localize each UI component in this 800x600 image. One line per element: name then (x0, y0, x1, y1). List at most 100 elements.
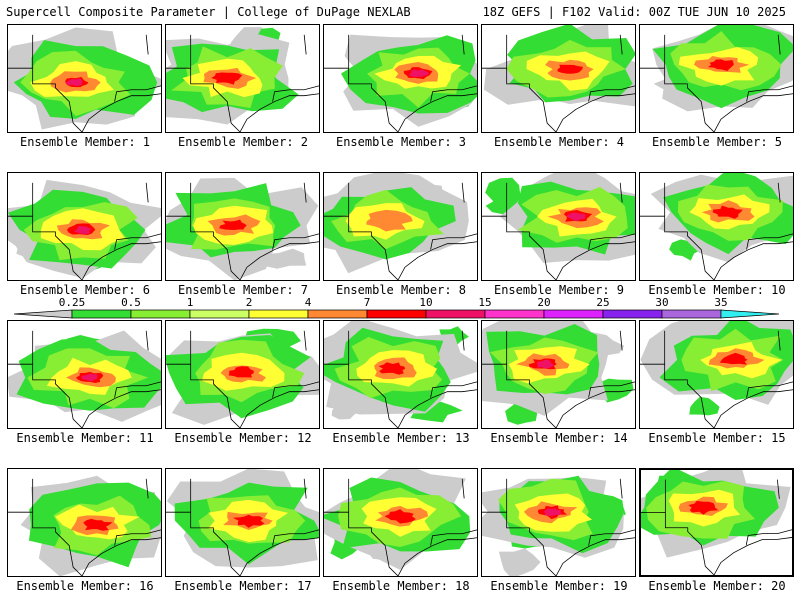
ensemble-member-map[interactable] (481, 172, 636, 281)
ensemble-member-map[interactable] (323, 468, 478, 577)
ensemble-member-map[interactable] (323, 172, 478, 281)
scp-contour (378, 362, 406, 375)
map-boundary-line (713, 93, 793, 132)
map-boundary-line (397, 93, 477, 132)
map-boundary-line (81, 93, 161, 132)
ensemble-member-map[interactable] (165, 320, 320, 429)
map-boundary-line (555, 537, 635, 576)
legend-swatch (71, 309, 132, 319)
map-boundary-line (166, 511, 241, 576)
map-canvas (8, 27, 161, 132)
ensemble-member-label: Ensemble Member: 2 (177, 135, 309, 149)
map-canvas (482, 173, 635, 280)
map-boundary-line (145, 330, 149, 351)
ensemble-member-map[interactable] (323, 24, 478, 133)
map-boundary-line (8, 363, 83, 428)
map-boundary-line (81, 241, 161, 280)
map-boundary-line (555, 241, 635, 280)
map-boundary-line (8, 511, 83, 576)
ensemble-member-map[interactable] (481, 468, 636, 577)
ensemble-member-label: Ensemble Member: 13 (332, 431, 470, 445)
ensemble-member-map[interactable] (165, 24, 320, 133)
ensemble-member-map[interactable] (639, 320, 794, 429)
legend-tick-label: 15 (478, 296, 492, 309)
map-boundary-line (166, 215, 241, 280)
legend-tick-label: 35 (714, 296, 728, 309)
map-canvas (640, 173, 793, 280)
map-boundary-line (482, 67, 557, 132)
scp-contour (366, 209, 413, 232)
ensemble-member-label: Ensemble Member: 6 (19, 283, 151, 297)
legend-swatch (366, 309, 427, 319)
legend-tick-label: 25 (596, 296, 610, 309)
map-boundary-line (303, 182, 307, 203)
map-boundary-line (430, 529, 477, 546)
map-canvas (8, 179, 161, 280)
ensemble-member-map[interactable] (7, 468, 162, 577)
ensemble-member-label: Ensemble Member: 5 (651, 135, 783, 149)
map-boundary-line (8, 215, 83, 280)
scp-contour (688, 500, 719, 515)
map-boundary-line (114, 233, 161, 250)
ensemble-member-map[interactable] (481, 24, 636, 133)
map-boundary-line (303, 478, 307, 499)
ensemble-member-map[interactable] (481, 320, 636, 429)
ensemble-member-map[interactable] (639, 172, 794, 281)
legend-swatch (130, 309, 191, 319)
map-boundary-line (239, 93, 319, 132)
map-boundary-line (482, 363, 557, 428)
map-boundary-line (777, 34, 781, 55)
scp-contour (719, 352, 748, 365)
map-boundary-line (239, 537, 319, 576)
map-boundary-line (641, 512, 715, 575)
ensemble-member-map[interactable] (165, 468, 320, 577)
map-boundary-line (397, 389, 477, 428)
ensemble-member-map[interactable] (7, 320, 162, 429)
map-canvas (324, 321, 477, 428)
legend-bar (13, 309, 780, 319)
legend-tick-label: 0.25 (58, 296, 86, 309)
valid-time: 18Z GEFS | F102 Valid: 00Z TUE JUN 10 20… (482, 5, 786, 19)
ensemble-member-map[interactable] (7, 24, 162, 133)
map-canvas (8, 330, 161, 428)
scp-contour (557, 64, 583, 74)
map-boundary-line (239, 389, 319, 428)
ensemble-member-label: Ensemble Member: 3 (335, 135, 467, 149)
legend-tick-label: 2 (245, 296, 253, 309)
color-scale-legend: 0.25 0.5 1 2 4 7 10 15 20 25 30 35 (0, 296, 800, 322)
scp-contour (536, 359, 554, 369)
ensemble-member-label: Ensemble Member: 10 (648, 283, 786, 297)
scp-contour (485, 177, 524, 209)
ensemble-member-map[interactable] (639, 468, 794, 577)
ensemble-member-map[interactable] (7, 172, 162, 281)
scp-contour (65, 78, 83, 87)
map-canvas (482, 25, 635, 132)
map-boundary-line (640, 67, 715, 132)
map-boundary-line (713, 389, 793, 428)
map-canvas (640, 321, 793, 428)
map-boundary-line (303, 330, 307, 351)
legend-tick-label: 4 (304, 296, 312, 309)
map-boundary-line (619, 182, 623, 203)
ensemble-member-label: Ensemble Member: 19 (490, 579, 628, 593)
legend-swatch (661, 309, 722, 319)
legend-arrow-low (13, 309, 73, 319)
ensemble-member-map[interactable] (639, 24, 794, 133)
map-boundary-line (303, 34, 307, 55)
map-boundary-line (619, 330, 623, 351)
ensemble-member-map[interactable] (323, 320, 478, 429)
scp-contour (81, 373, 98, 382)
legend-swatch (307, 309, 368, 319)
map-boundary-line (430, 233, 477, 250)
legend-swatch (248, 309, 309, 319)
map-boundary-line (145, 478, 149, 499)
legend-tick-label: 7 (363, 296, 371, 309)
map-boundary-line (324, 67, 399, 132)
page-title: Supercell Composite Parameter | College … (6, 5, 411, 19)
map-canvas (324, 34, 477, 132)
map-canvas (166, 328, 319, 428)
map-boundary-line (555, 389, 635, 428)
map-canvas (324, 469, 477, 576)
ensemble-member-map[interactable] (165, 172, 320, 281)
legend-tick-label: 10 (419, 296, 433, 309)
